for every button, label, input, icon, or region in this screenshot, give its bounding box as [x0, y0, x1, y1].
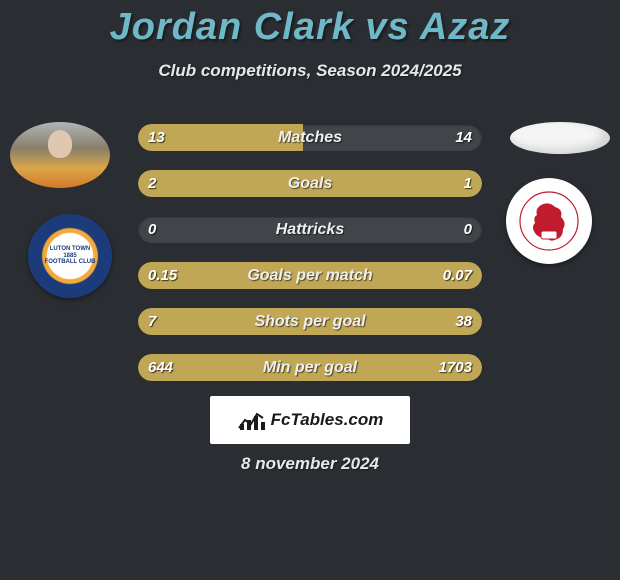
- player-photo-left: [10, 122, 110, 188]
- stat-label: Goals: [138, 170, 482, 197]
- stats-bars: 1314Matches 21Goals 00Hattricks 0.150.07Goa…: [138, 124, 482, 400]
- stat-label: Goals per match: [138, 262, 482, 289]
- crest-left-text: LUTON TOWN1885FOOTBALL CLUB: [45, 246, 96, 266]
- stat-row: 0.150.07Goals per match: [138, 262, 482, 289]
- stat-row: 6441703Min per goal: [138, 354, 482, 381]
- page-title: Jordan Clark vs Azaz: [0, 0, 620, 49]
- stat-label: Min per goal: [138, 354, 482, 381]
- stat-label: Hattricks: [138, 216, 482, 243]
- lion-crest-icon: [519, 191, 579, 251]
- stat-row: 1314Matches: [138, 124, 482, 151]
- subtitle: Club competitions, Season 2024/2025: [0, 61, 620, 81]
- stat-label: Shots per goal: [138, 308, 482, 335]
- brand-badge: FcTables.com: [210, 396, 410, 444]
- stat-row: 21Goals: [138, 170, 482, 197]
- brand-chart-icon: [237, 408, 267, 432]
- date-label: 8 november 2024: [0, 454, 620, 474]
- player-photo-right: [510, 122, 610, 154]
- brand-text: FcTables.com: [271, 410, 384, 430]
- club-crest-right: [506, 178, 592, 264]
- club-crest-left: LUTON TOWN1885FOOTBALL CLUB: [28, 214, 112, 298]
- stat-row: 738Shots per goal: [138, 308, 482, 335]
- stat-row: 00Hattricks: [138, 216, 482, 243]
- stat-label: Matches: [138, 124, 482, 151]
